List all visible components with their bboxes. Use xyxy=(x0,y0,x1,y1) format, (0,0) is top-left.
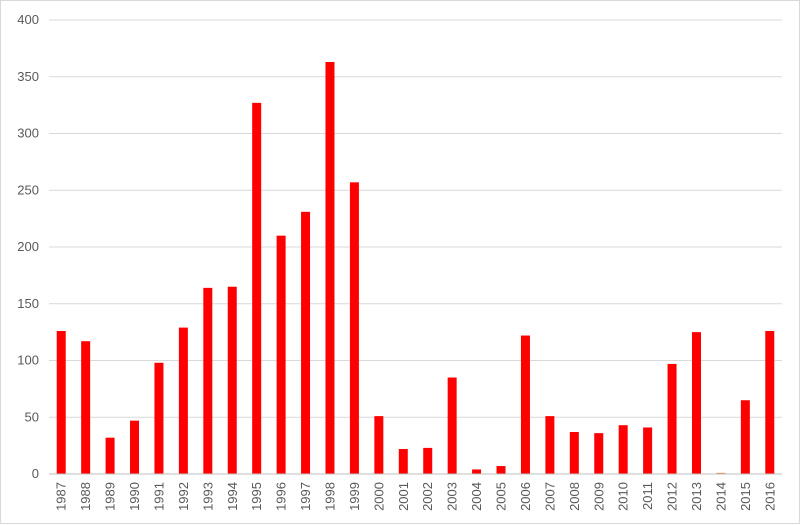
bar-1988 xyxy=(81,341,91,474)
bar-2006 xyxy=(520,335,530,474)
x-tick-label: 2003 xyxy=(445,482,460,511)
bar-1997 xyxy=(301,211,311,474)
x-tick-label: 2000 xyxy=(371,482,386,511)
x-tick-label: 2011 xyxy=(640,482,655,510)
bar-2001 xyxy=(398,449,408,474)
y-tick-label: 50 xyxy=(25,409,39,424)
x-tick-label: 2002 xyxy=(420,482,435,511)
x-tick-label: 1999 xyxy=(347,482,362,511)
y-tick-label: 300 xyxy=(17,126,39,141)
bar-2002 xyxy=(423,447,433,474)
bar-2009 xyxy=(594,433,604,474)
x-tick-label: 2001 xyxy=(396,482,411,511)
x-tick-label: 1989 xyxy=(103,482,118,511)
x-tick-label: 1991 xyxy=(151,482,166,511)
bar-2004 xyxy=(472,469,482,474)
bar-1995 xyxy=(252,102,262,475)
x-tick-label: 2010 xyxy=(616,482,631,511)
bar-2010 xyxy=(618,425,628,474)
x-tick-label: 1997 xyxy=(298,482,313,511)
bar-2011 xyxy=(643,427,653,474)
x-tick-label: 1988 xyxy=(78,482,93,511)
x-tick-label: 2009 xyxy=(591,482,606,511)
bar-1991 xyxy=(154,362,164,474)
x-tick-label: 2016 xyxy=(762,482,777,511)
bar-2000 xyxy=(374,416,384,474)
x-tick-label: 1987 xyxy=(54,482,69,511)
bar-2003 xyxy=(447,377,457,474)
x-tick-label: 1998 xyxy=(322,482,337,511)
bar-2007 xyxy=(545,416,555,474)
x-tick-label: 1990 xyxy=(127,482,142,511)
x-tick-label: 1996 xyxy=(274,482,289,511)
bar-2015 xyxy=(740,400,750,474)
x-tick-label: 2013 xyxy=(689,482,704,511)
bar-1987 xyxy=(56,330,66,474)
bar-2008 xyxy=(569,432,579,474)
bar-2013 xyxy=(691,332,701,475)
x-tick-label: 2015 xyxy=(738,482,753,511)
y-tick-label: 100 xyxy=(17,353,39,368)
bar-2012 xyxy=(667,363,677,474)
bar-1999 xyxy=(349,182,359,474)
bar-1989 xyxy=(105,437,115,474)
x-tick-label: 1994 xyxy=(225,482,240,511)
bar-2005 xyxy=(496,466,506,474)
bar-1992 xyxy=(178,327,188,474)
x-tick-label: 2007 xyxy=(542,482,557,511)
y-tick-label: 400 xyxy=(17,12,39,27)
bar-1994 xyxy=(227,286,237,474)
y-tick-label: 0 xyxy=(32,466,39,481)
y-tick-label: 250 xyxy=(17,182,39,197)
y-tick-label: 200 xyxy=(17,239,39,254)
y-tick-label: 350 xyxy=(17,69,39,84)
x-tick-label: 2008 xyxy=(567,482,582,511)
x-tick-label: 1992 xyxy=(176,482,191,511)
x-tick-label: 2014 xyxy=(713,482,728,511)
x-tick-label: 2005 xyxy=(494,482,509,511)
x-tick-label: 1993 xyxy=(200,482,215,511)
y-tick-label: 150 xyxy=(17,296,39,311)
bar-1993 xyxy=(203,287,213,474)
bar-2016 xyxy=(765,330,775,474)
x-tick-label: 1995 xyxy=(249,482,264,511)
bar-1996 xyxy=(276,235,286,474)
x-tick-label: 2006 xyxy=(518,482,533,511)
x-tick-label: 2012 xyxy=(665,482,680,511)
bar-1998 xyxy=(325,62,335,474)
x-tick-label: 2004 xyxy=(469,482,484,511)
bar-1990 xyxy=(130,420,140,474)
bar-2014 xyxy=(716,472,726,474)
